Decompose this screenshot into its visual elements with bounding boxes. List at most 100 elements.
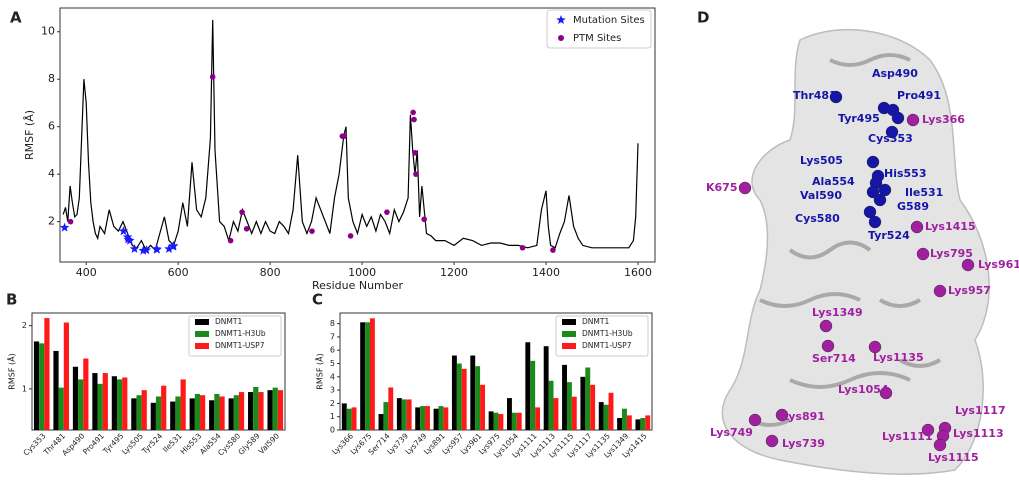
- ptm-site: [239, 209, 245, 215]
- mutation-site: [164, 243, 174, 253]
- bar: [228, 398, 234, 430]
- ptm-site: [347, 233, 354, 239]
- residue-sphere: [885, 125, 899, 139]
- residue-label: Lys366: [922, 113, 965, 126]
- bar: [53, 350, 59, 430]
- y-tick-label: 1: [330, 412, 335, 421]
- panel-label: D: [697, 9, 709, 27]
- bar: [33, 341, 40, 430]
- residue-label: Lys1115: [928, 451, 979, 464]
- x-tick-label: Tyr524: [139, 431, 164, 456]
- legend-label: DNMT1: [582, 317, 609, 326]
- bar: [194, 393, 201, 430]
- mutation-site: [59, 222, 70, 232]
- bar: [493, 412, 499, 430]
- ptm-site: [411, 116, 417, 123]
- bar: [72, 366, 79, 430]
- bar: [360, 322, 366, 430]
- bar: [443, 407, 449, 430]
- bar: [258, 392, 264, 430]
- bar: [415, 407, 421, 430]
- bar: [209, 400, 215, 430]
- bar: [253, 386, 259, 430]
- mutation-site: [138, 245, 148, 255]
- bar: [622, 408, 627, 430]
- ptm-site: [227, 237, 234, 244]
- bar: [175, 396, 181, 430]
- bar: [39, 343, 45, 430]
- bar: [150, 402, 156, 430]
- y-axis-label: RMSF (Å): [314, 353, 325, 389]
- bar: [238, 392, 245, 430]
- ptm-site: [209, 74, 216, 80]
- y-tick-label: 6: [48, 120, 55, 133]
- bar: [200, 395, 206, 430]
- residue-label: Ile531: [905, 186, 943, 199]
- bar: [525, 342, 531, 430]
- bar: [189, 398, 195, 430]
- x-tick-label: 1600: [624, 266, 652, 279]
- protein-helices: [749, 53, 942, 427]
- bar: [131, 398, 137, 430]
- ptm-site: [550, 247, 556, 253]
- bar: [626, 415, 632, 430]
- panel-label: A: [10, 9, 22, 27]
- bar: [346, 408, 352, 430]
- residue-sphere: [921, 423, 935, 437]
- legend-swatch: [195, 343, 209, 349]
- residue-label: Lys1415: [925, 220, 976, 233]
- panel-label: B: [6, 291, 17, 309]
- ptm-site: [341, 133, 347, 139]
- bar: [617, 418, 623, 430]
- residue-label: Ser714: [812, 352, 856, 365]
- residue-label: Cys580: [795, 212, 840, 225]
- bar: [585, 367, 591, 430]
- bar: [136, 395, 142, 430]
- bar: [580, 376, 586, 430]
- legend-swatch: [562, 343, 576, 349]
- residue-label: His553: [884, 167, 927, 180]
- x-tick-label: 1000: [348, 266, 376, 279]
- residue-sphere: [819, 319, 833, 333]
- residue-sphere: [879, 386, 893, 400]
- x-tick-label: Gly589: [236, 431, 261, 456]
- legend-box: [546, 9, 652, 49]
- x-tick-label: 800: [260, 266, 281, 279]
- bar: [461, 368, 467, 430]
- bar: [470, 355, 476, 430]
- ptm-site: [67, 218, 74, 225]
- residue-sphere: [933, 284, 947, 298]
- bar: [63, 322, 69, 430]
- residue-label: Lys1135: [873, 351, 924, 364]
- bar: [608, 392, 614, 430]
- bar: [603, 404, 609, 430]
- bar: [161, 385, 167, 430]
- bar: [401, 399, 407, 430]
- mutation-site: [129, 243, 140, 253]
- y-tick-label: 1: [22, 384, 27, 393]
- residue-sphere: [868, 215, 882, 229]
- mutation-site: [118, 226, 129, 236]
- bar: [383, 402, 389, 430]
- bar: [369, 318, 375, 430]
- bar: [248, 392, 254, 430]
- bar: [433, 408, 439, 430]
- x-axis-label: Residue Number: [312, 279, 404, 292]
- residue-sphere: [933, 438, 947, 452]
- y-tick-label: 0: [330, 426, 335, 435]
- legend-swatch: [195, 331, 209, 337]
- bar: [511, 412, 517, 430]
- mutation-site: [141, 245, 152, 255]
- residue-label: Asp490: [872, 67, 918, 80]
- bar: [92, 373, 98, 430]
- bar: [530, 360, 536, 430]
- bar: [170, 401, 176, 430]
- mutation-site: [125, 235, 135, 245]
- bar: [420, 406, 426, 430]
- residue-sphere: [891, 111, 905, 125]
- bar: [44, 318, 50, 430]
- mutation-site: [168, 240, 179, 250]
- y-tick-label: 8: [330, 319, 335, 328]
- rmsf-line: [62, 19, 639, 252]
- ptm-site: [309, 228, 315, 234]
